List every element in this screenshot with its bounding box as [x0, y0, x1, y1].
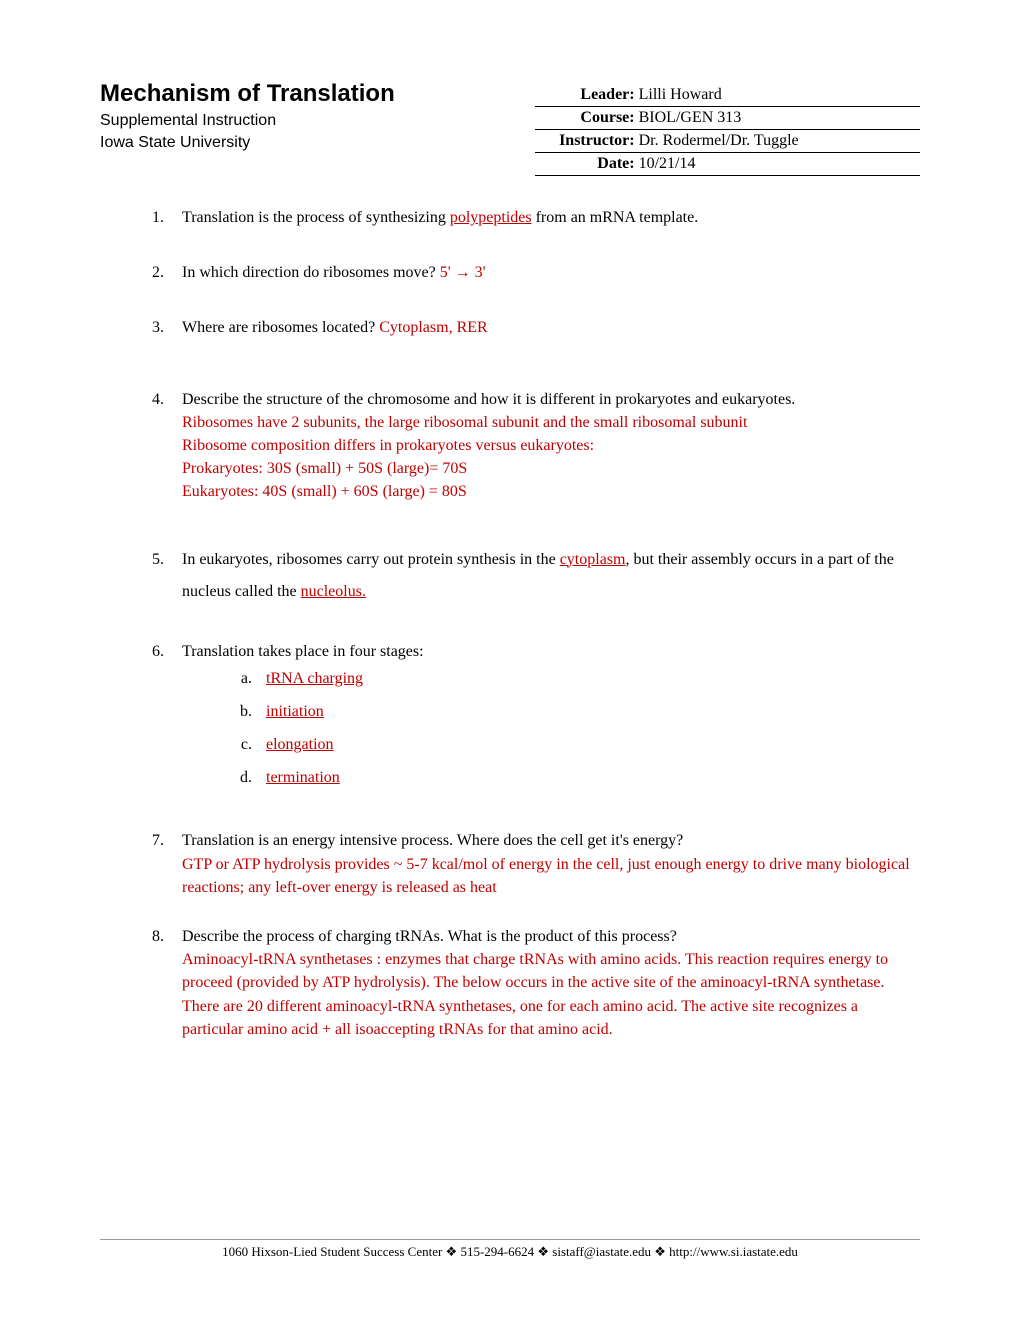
q6-a: tRNA charging: [256, 667, 920, 690]
q3-answer: Cytoplasm, RER: [379, 319, 487, 336]
date-value: 10/21/14: [637, 155, 920, 173]
q6-sublist: tRNA charging initiation elongation term…: [182, 667, 920, 790]
title-block: Mechanism of Translation Supplemental In…: [100, 80, 469, 153]
leader-value: Lilli Howard: [637, 86, 920, 104]
q6-c-text: elongation: [266, 736, 334, 753]
question-5: In eukaryotes, ribosomes carry out prote…: [168, 544, 920, 608]
subtitle-1: Supplemental Instruction: [100, 110, 469, 132]
q4-a3: Prokaryotes: 30S (small) + 50S (large)= …: [182, 460, 467, 477]
q6-d-text: termination: [266, 769, 340, 786]
header-row: Mechanism of Translation Supplemental In…: [100, 80, 920, 176]
instructor-value: Dr. Rodermel/Dr. Tuggle: [637, 132, 920, 150]
question-list: Translation is the process of synthesizi…: [144, 206, 920, 1041]
q8-answer: Aminoacyl-tRNA synthetases : enzymes tha…: [182, 951, 888, 1038]
subtitle-2: Iowa State University: [100, 132, 469, 154]
question-8: Describe the process of charging tRNAs. …: [168, 925, 920, 1041]
question-6: Translation takes place in four stages: …: [168, 640, 920, 790]
q8-question: Describe the process of charging tRNAs. …: [182, 928, 677, 945]
info-line-instructor: Instructor: Dr. Rodermel/Dr. Tuggle: [535, 130, 920, 153]
q6-d: termination: [256, 766, 920, 789]
question-4: Describe the structure of the chromosome…: [168, 388, 920, 504]
question-3: Where are ribosomes located? Cytoplasm, …: [168, 316, 920, 339]
info-line-date: Date: 10/21/14: [535, 153, 920, 176]
question-7: Translation is an energy intensive proce…: [168, 829, 920, 899]
info-block: Leader: Lilli Howard Course: BIOL/GEN 31…: [535, 84, 920, 176]
q1-post: from an mRNA template.: [532, 209, 699, 226]
instructor-label: Instructor:: [535, 132, 637, 150]
footer: 1060 Hixson-Lied Student Success Center …: [100, 1239, 920, 1260]
q5-ans2: nucleolus.: [301, 583, 366, 600]
q6-b-text: initiation: [266, 703, 324, 720]
q4-question: Describe the structure of the chromosome…: [182, 391, 795, 408]
q3-pre: Where are ribosomes located?: [182, 319, 379, 336]
leader-label: Leader:: [535, 86, 637, 104]
content: Translation is the process of synthesizi…: [100, 206, 920, 1041]
doc-title: Mechanism of Translation: [100, 80, 469, 108]
info-line-leader: Leader: Lilli Howard: [535, 84, 920, 107]
q5-pre: In eukaryotes, ribosomes carry out prote…: [182, 551, 560, 568]
date-label: Date:: [535, 155, 637, 173]
q1-pre: Translation is the process of synthesizi…: [182, 209, 450, 226]
info-line-course: Course: BIOL/GEN 313: [535, 107, 920, 130]
q6-question: Translation takes place in four stages:: [182, 643, 424, 660]
q2-answer: 5' → 3': [440, 264, 486, 281]
q5-ans1: cytoplasm: [560, 551, 626, 568]
q4-a4: Eukaryotes: 40S (small) + 60S (large) = …: [182, 483, 467, 500]
q4-a2: Ribosome composition differs in prokaryo…: [182, 437, 594, 454]
q1-answer: polypeptides: [450, 209, 532, 226]
footer-text: 1060 Hixson-Lied Student Success Center …: [222, 1244, 798, 1259]
q6-b: initiation: [256, 700, 920, 723]
question-2: In which direction do ribosomes move? 5'…: [168, 261, 920, 284]
q6-c: elongation: [256, 733, 920, 756]
q2-pre: In which direction do ribosomes move?: [182, 264, 440, 281]
q7-question: Translation is an energy intensive proce…: [182, 832, 683, 849]
course-value: BIOL/GEN 313: [637, 109, 920, 127]
question-1: Translation is the process of synthesizi…: [168, 206, 920, 229]
page: Mechanism of Translation Supplemental In…: [0, 0, 1020, 1320]
course-label: Course:: [535, 109, 637, 127]
q6-a-text: tRNA charging: [266, 670, 363, 687]
q7-answer: GTP or ATP hydrolysis provides ~ 5-7 kca…: [182, 856, 910, 896]
q4-a1: Ribosomes have 2 subunits, the large rib…: [182, 414, 747, 431]
